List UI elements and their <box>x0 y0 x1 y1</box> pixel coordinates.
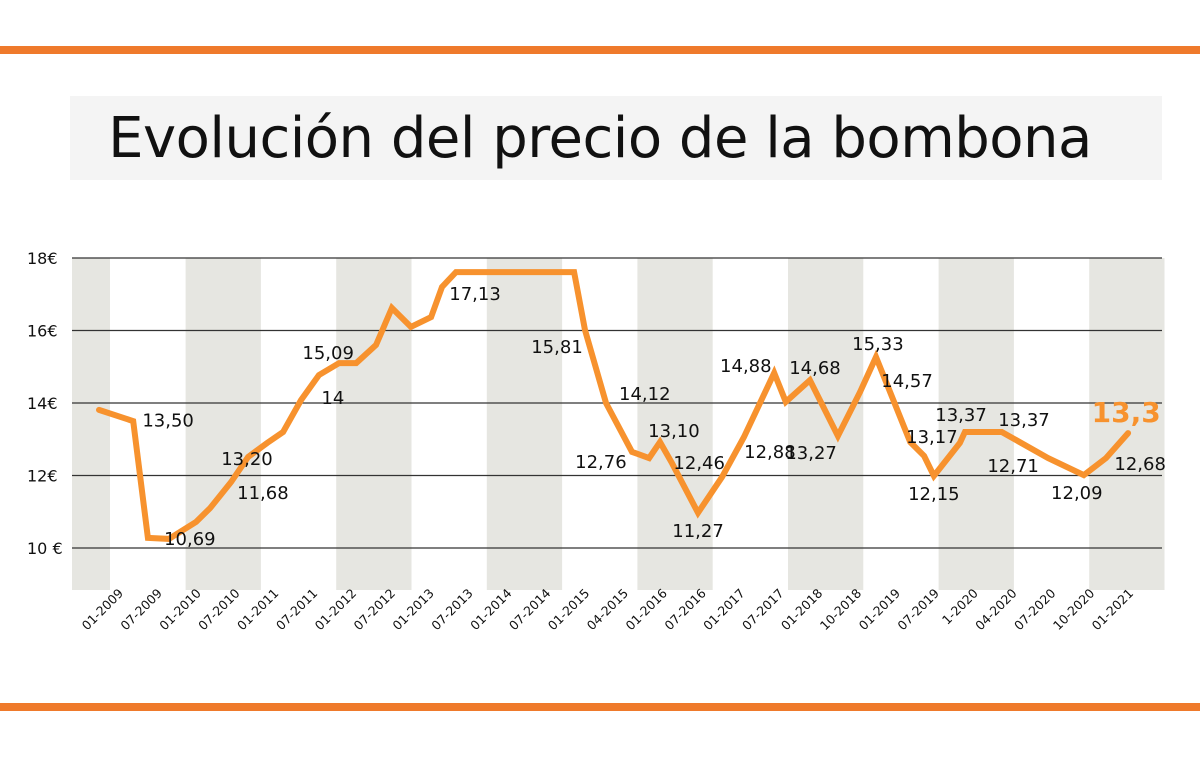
price-line <box>96 269 1132 542</box>
data-label: 15,09 <box>302 343 354 364</box>
top-accent-bar <box>0 46 1200 54</box>
data-label: 13,27 <box>785 443 837 464</box>
chart-title: Evolución del precio de la bombona <box>108 106 1092 171</box>
data-label: 12,68 <box>1114 454 1166 475</box>
x-tick-label: 07-2009 <box>117 585 165 633</box>
x-tick-label: 01-2009 <box>79 585 127 633</box>
y-tick-label: 14€ <box>27 394 58 413</box>
x-tick-label: 07-2020 <box>1011 585 1059 633</box>
x-axis-labels: 01-200907-200901-201007-201001-201107-20… <box>79 585 1137 633</box>
y-tick-label: 10 € <box>27 539 63 558</box>
column-band <box>938 258 1014 590</box>
x-tick-label: 07-2019 <box>894 585 942 633</box>
data-label: 14,57 <box>881 371 933 392</box>
data-label: 12,88 <box>744 442 796 463</box>
x-tick-label: 07-2014 <box>506 585 554 633</box>
data-label: 10,69 <box>164 529 216 550</box>
data-labels: 13,50 10,69 13,20 11,68 15,09 14 17,13 15,81 12,… <box>142 284 1166 550</box>
bottom-accent-bar <box>0 703 1200 711</box>
data-label: 13,37 <box>998 410 1050 431</box>
x-tick-label: 07-2013 <box>428 586 476 634</box>
x-tick-label: 01-2010 <box>156 585 204 633</box>
x-tick-label: 01-2011 <box>234 586 282 634</box>
x-tick-label: 04-2020 <box>972 585 1020 633</box>
x-tick-label: 07-2017 <box>739 586 787 634</box>
data-label: 17,13 <box>449 284 501 305</box>
x-tick-label: 01-2013 <box>389 586 437 634</box>
series <box>96 269 1132 542</box>
data-label: 13,17 <box>906 427 958 448</box>
column-band <box>72 258 110 590</box>
title-background <box>70 96 1162 180</box>
latest-price-label: 13,3 <box>1092 396 1161 429</box>
x-tick-label: 10-2020 <box>1050 585 1098 633</box>
y-tick-label: 16€ <box>27 322 58 341</box>
x-tick-label: 07-2011 <box>273 586 321 634</box>
data-label: 15,33 <box>852 334 904 355</box>
x-tick-label: 07-2010 <box>195 585 243 633</box>
x-tick-label: 01-2014 <box>467 585 515 633</box>
x-tick-label: 01-2019 <box>856 585 904 633</box>
data-label: 12,46 <box>673 453 725 474</box>
x-tick-label: 07-2012 <box>351 586 399 634</box>
x-tick-label: 10-2018 <box>817 585 865 633</box>
data-label: 14 <box>321 388 344 409</box>
column-band <box>185 258 261 590</box>
y-tick-label: 18€ <box>27 249 58 268</box>
x-tick-label: 01-2016 <box>622 585 670 633</box>
x-tick-label: 01-2012 <box>312 586 360 634</box>
column-band <box>486 258 563 590</box>
data-label: 12,71 <box>987 456 1039 477</box>
data-label: 14,68 <box>789 358 841 379</box>
x-tick-label: 01-2015 <box>545 586 593 634</box>
column-band <box>788 258 864 590</box>
data-label: 14,12 <box>619 384 671 405</box>
column-band <box>1089 258 1165 590</box>
column-band <box>637 258 713 590</box>
x-tick-label: 01-2021 <box>1089 586 1137 634</box>
data-label: 12,09 <box>1051 483 1103 504</box>
x-tick-label: 07-2016 <box>661 585 709 633</box>
gridlines <box>72 257 1162 549</box>
data-label: 14,88 <box>720 356 772 377</box>
data-label: 15,81 <box>531 337 583 358</box>
data-label: 13,20 <box>221 449 273 470</box>
x-tick-label: 01-2017 <box>700 586 748 634</box>
data-label: 12,76 <box>575 452 627 473</box>
data-label: 12,15 <box>908 484 960 505</box>
data-label: 13,37 <box>935 405 987 426</box>
column-band <box>336 258 412 590</box>
y-axis-labels: 18€ 16€ 14€ 12€ 10 € <box>27 249 63 558</box>
data-label: 11,68 <box>237 483 289 504</box>
data-label: 13,50 <box>142 410 194 431</box>
data-label: 13,10 <box>648 421 700 442</box>
data-label: 11,27 <box>672 521 724 542</box>
y-tick-label: 12€ <box>27 467 58 486</box>
x-tick-label: 04-2015 <box>584 586 632 634</box>
x-tick-label: 01-2018 <box>778 585 826 633</box>
column-bands <box>72 258 1165 590</box>
